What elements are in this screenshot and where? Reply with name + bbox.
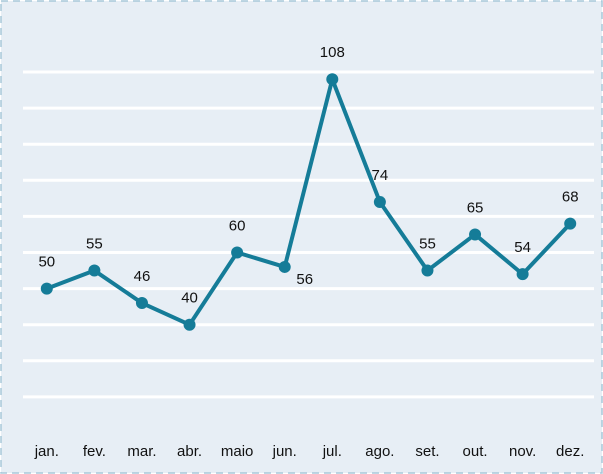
data-label: 40 xyxy=(181,290,198,307)
data-point xyxy=(40,282,53,295)
x-tick-label: out. xyxy=(463,443,488,460)
data-point xyxy=(373,195,386,208)
data-label: 60 xyxy=(229,217,246,234)
x-tick-label: nov. xyxy=(509,443,536,460)
x-tick-label: dez. xyxy=(556,443,584,460)
data-point xyxy=(231,246,244,259)
x-tick-label: fev. xyxy=(83,443,106,460)
data-label: 50 xyxy=(38,254,55,271)
data-point xyxy=(326,73,339,86)
data-point xyxy=(516,268,529,281)
x-tick-label: jul. xyxy=(322,443,342,460)
data-point xyxy=(278,260,291,273)
data-label: 55 xyxy=(86,236,103,253)
data-point xyxy=(88,264,101,277)
x-tick-label: maio xyxy=(221,443,254,460)
data-label: 55 xyxy=(419,236,436,253)
data-label: 68 xyxy=(562,189,579,206)
data-label: 74 xyxy=(372,167,389,184)
data-label: 54 xyxy=(514,239,531,256)
x-tick-label: jan. xyxy=(34,443,59,460)
data-label: 108 xyxy=(320,44,345,61)
data-label: 56 xyxy=(296,271,313,288)
x-tick-label: set. xyxy=(415,443,439,460)
data-point xyxy=(421,264,434,277)
x-tick-label: jun. xyxy=(272,443,297,460)
data-point xyxy=(564,217,577,230)
data-label: 65 xyxy=(467,199,484,216)
data-label: 46 xyxy=(134,268,151,285)
x-tick-label: abr. xyxy=(177,443,202,460)
data-point xyxy=(469,228,482,241)
data-line xyxy=(46,77,572,327)
data-point xyxy=(135,297,148,310)
x-tick-label: mar. xyxy=(127,443,156,460)
data-point xyxy=(183,318,196,331)
x-tick-label: ago. xyxy=(365,443,394,460)
